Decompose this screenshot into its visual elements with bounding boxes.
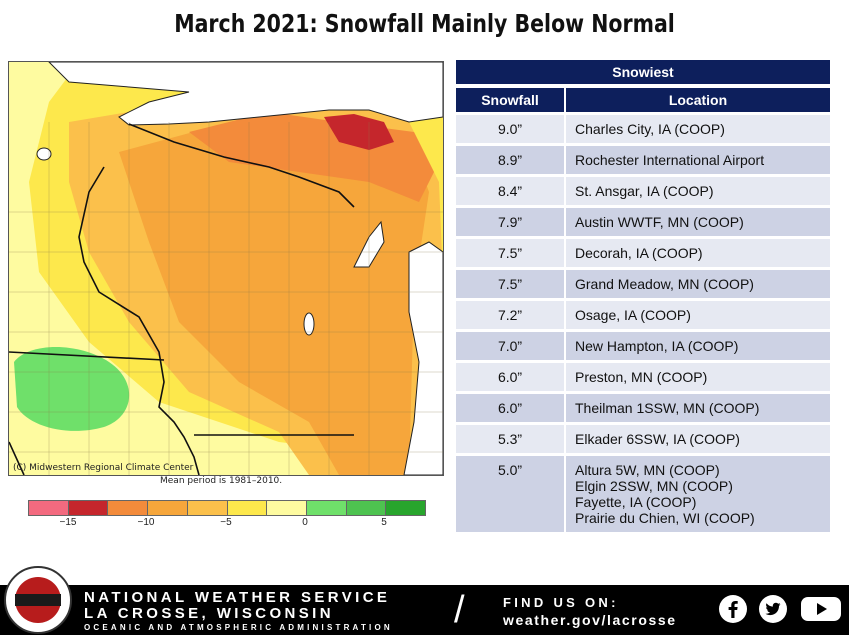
office-name: LA CROSSE, WISCONSIN [84,605,334,622]
snowfall-value: 7.5” [456,239,566,267]
colorbar-swatch [306,501,347,515]
colorbar-swatch [267,501,307,515]
column-header-snowfall: Snowfall [456,88,566,112]
location-name: Altura 5W, MN (COOP) [575,462,720,478]
location-cell: New Hampton, IA (COOP) [566,332,830,360]
location-name: Grand Meadow, MN (COOP) [575,276,754,292]
find-us: FIND US ON: weather.gov/lacrosse [503,594,677,629]
table-row: 5.3” Elkader 6SSW, IA (COOP) [456,422,830,453]
location-cell: Grand Meadow, MN (COOP) [566,270,830,298]
table-row: 7.5” Decorah, IA (COOP) [456,236,830,267]
twitter-icon[interactable] [758,594,788,624]
snowfall-value: 8.4” [456,177,566,205]
table-row: 8.4” St. Ansgar, IA (COOP) [456,174,830,205]
location-cell: Theilman 1SSW, MN (COOP) [566,394,830,422]
table-row: 6.0” Preston, MN (COOP) [456,360,830,391]
colorbar-swatch [227,501,268,515]
location-name: Charles City, IA (COOP) [575,121,725,137]
mean-period-note: Mean period is 1981–2010. [160,476,283,486]
snowfall-value: 7.5” [456,270,566,298]
location-name: Fayette, IA (COOP) [575,494,697,510]
location-name: Decorah, IA (COOP) [575,245,703,261]
colorbar-tick: 5 [381,517,387,528]
youtube-icon[interactable] [800,594,842,624]
footer-divider: / [454,589,465,631]
colorbar-swatch [68,501,109,515]
location-cell: Preston, MN (COOP) [566,363,830,391]
location-cell: Decorah, IA (COOP) [566,239,830,267]
map-credit: (C) Midwestern Regional Climate Center [13,463,194,473]
table-row: 8.9” Rochester International Airport [456,143,830,174]
table-row: 6.0” Theilman 1SSW, MN (COOP) [456,391,830,422]
table-row: 7.2” Osage, IA (COOP) [456,298,830,329]
snowfall-value: 7.0” [456,332,566,360]
colorbar-swatch [29,501,69,515]
agency-name: OCEANIC AND ATMOSPHERIC ADMINISTRATION [84,623,393,632]
location-name: St. Ansgar, IA (COOP) [575,183,714,199]
table-header: Snowfall Location [456,88,830,112]
colorbar-swatch [346,501,387,515]
location-name: Austin WWTF, MN (COOP) [575,214,744,230]
snowfall-value: 5.3” [456,425,566,453]
table-row: 9.0” Charles City, IA (COOP) [456,112,830,143]
colorbar-swatch [386,501,426,515]
snowfall-value: 8.9” [456,146,566,174]
snowfall-value: 5.0” [456,456,566,532]
table-title: Snowiest [456,60,830,88]
colorbar-swatch [108,501,149,515]
location-cell: Altura 5W, MN (COOP) Elgin 2SSW, MN (COOP… [566,456,830,532]
nws-logo [4,566,72,634]
colorbar-swatch [187,501,228,515]
location-name: Elkader 6SSW, IA (COOP) [575,431,740,447]
location-name: Prairie du Chien, WI (COOP) [575,510,755,526]
page-title: March 2021: Snowfall Mainly Below Normal [174,9,675,38]
snowfall-value: 7.9” [456,208,566,236]
map-graphic [9,62,443,475]
location-cell: Rochester International Airport [566,146,830,174]
location-name: Osage, IA (COOP) [575,307,691,323]
location-cell: St. Ansgar, IA (COOP) [566,177,830,205]
find-us-label: FIND US ON: [503,595,619,610]
table-row: 7.9” Austin WWTF, MN (COOP) [456,205,830,236]
location-name: Rochester International Airport [575,152,765,168]
colorbar-tick: −5 [220,517,232,528]
footer-bar [0,585,849,635]
location-name: Theilman 1SSW, MN (COOP) [575,400,760,416]
snowfall-value: 9.0” [456,115,566,143]
colorbar-swatch [148,501,188,515]
website-link[interactable]: weather.gov/lacrosse [503,612,677,628]
nws-name: NATIONAL WEATHER SERVICE [84,589,391,606]
nws-branding: NATIONAL WEATHER SERVICE LA CROSSE, WISC… [84,590,393,633]
location-cell: Osage, IA (COOP) [566,301,830,329]
snowfall-value: 6.0” [456,363,566,391]
snowfall-departure-map: (C) Midwestern Regional Climate Center [8,61,444,476]
location-name: Preston, MN (COOP) [575,369,708,385]
table-row: 7.5” Grand Meadow, MN (COOP) [456,267,830,298]
table-row: 7.0” New Hampton, IA (COOP) [456,329,830,360]
location-cell: Charles City, IA (COOP) [566,115,830,143]
location-name: Elgin 2SSW, MN (COOP) [575,478,733,494]
facebook-icon[interactable] [718,594,748,624]
snowfall-value: 6.0” [456,394,566,422]
colorbar-tick: −10 [137,517,155,528]
location-cell: Austin WWTF, MN (COOP) [566,208,830,236]
table-row: 5.0” Altura 5W, MN (COOP) Elgin 2SSW, MN (… [456,453,830,532]
location-name: New Hampton, IA (COOP) [575,338,739,354]
column-header-location: Location [668,92,728,108]
colorbar-legend [28,500,426,516]
snowfall-value: 7.2” [456,301,566,329]
snowiest-table: Snowiest Snowfall Location 9.0” Charles C… [456,60,830,532]
colorbar-tick: 0 [302,517,308,528]
colorbar-tick: −15 [59,517,77,528]
location-cell: Elkader 6SSW, IA (COOP) [566,425,830,453]
